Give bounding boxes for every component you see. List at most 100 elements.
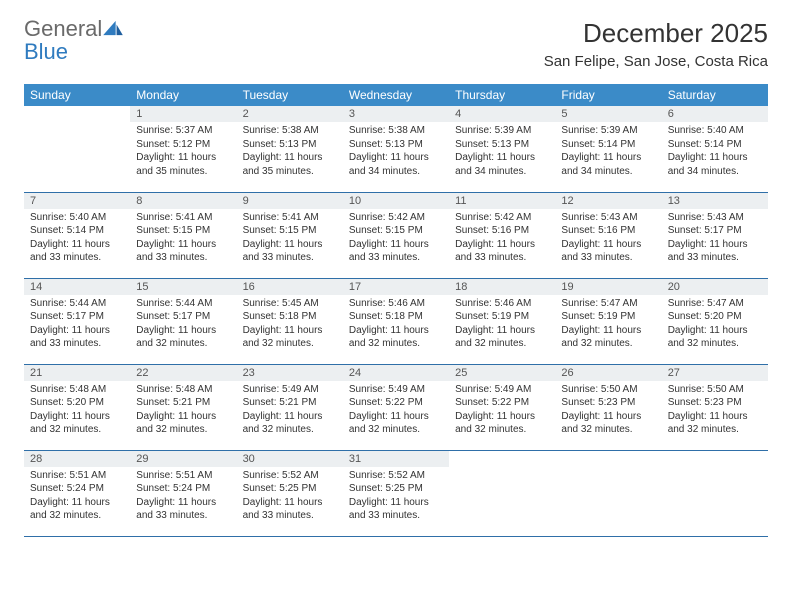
sunset-text: Sunset: 5:14 PM bbox=[668, 138, 762, 152]
daylight-text: Daylight: 11 hours and 33 minutes. bbox=[561, 238, 655, 265]
day-number: 24 bbox=[343, 365, 449, 381]
day-number: 16 bbox=[237, 279, 343, 295]
day-number: 4 bbox=[449, 106, 555, 122]
sunrise-text: Sunrise: 5:38 AM bbox=[243, 124, 337, 138]
sunset-text: Sunset: 5:24 PM bbox=[136, 482, 230, 496]
sunrise-text: Sunrise: 5:51 AM bbox=[136, 469, 230, 483]
sunrise-text: Sunrise: 5:42 AM bbox=[455, 211, 549, 225]
day-details: Sunrise: 5:39 AMSunset: 5:13 PMDaylight:… bbox=[449, 122, 555, 184]
sunrise-text: Sunrise: 5:43 AM bbox=[668, 211, 762, 225]
sunset-text: Sunset: 5:15 PM bbox=[349, 224, 443, 238]
sunrise-text: Sunrise: 5:47 AM bbox=[668, 297, 762, 311]
day-details: Sunrise: 5:50 AMSunset: 5:23 PMDaylight:… bbox=[555, 381, 661, 443]
calendar-day-cell: 2Sunrise: 5:38 AMSunset: 5:13 PMDaylight… bbox=[237, 106, 343, 192]
sunrise-text: Sunrise: 5:43 AM bbox=[561, 211, 655, 225]
weekday-header: Wednesday bbox=[343, 84, 449, 106]
day-number: 18 bbox=[449, 279, 555, 295]
sunrise-text: Sunrise: 5:50 AM bbox=[668, 383, 762, 397]
sunset-text: Sunset: 5:25 PM bbox=[349, 482, 443, 496]
sunrise-text: Sunrise: 5:48 AM bbox=[30, 383, 124, 397]
day-number: 8 bbox=[130, 193, 236, 209]
calendar-day-cell bbox=[449, 450, 555, 536]
sunrise-text: Sunrise: 5:44 AM bbox=[136, 297, 230, 311]
day-details: Sunrise: 5:45 AMSunset: 5:18 PMDaylight:… bbox=[237, 295, 343, 357]
sunrise-text: Sunrise: 5:39 AM bbox=[455, 124, 549, 138]
calendar-day-cell: 8Sunrise: 5:41 AMSunset: 5:15 PMDaylight… bbox=[130, 192, 236, 278]
weekday-header: Tuesday bbox=[237, 84, 343, 106]
weekday-header: Sunday bbox=[24, 84, 130, 106]
sunset-text: Sunset: 5:23 PM bbox=[668, 396, 762, 410]
calendar-day-cell: 22Sunrise: 5:48 AMSunset: 5:21 PMDayligh… bbox=[130, 364, 236, 450]
daylight-text: Daylight: 11 hours and 33 minutes. bbox=[349, 238, 443, 265]
day-details: Sunrise: 5:41 AMSunset: 5:15 PMDaylight:… bbox=[237, 209, 343, 271]
sunset-text: Sunset: 5:12 PM bbox=[136, 138, 230, 152]
day-number: 9 bbox=[237, 193, 343, 209]
sunrise-text: Sunrise: 5:49 AM bbox=[243, 383, 337, 397]
day-number: 1 bbox=[130, 106, 236, 122]
calendar-day-cell: 25Sunrise: 5:49 AMSunset: 5:22 PMDayligh… bbox=[449, 364, 555, 450]
day-details: Sunrise: 5:39 AMSunset: 5:14 PMDaylight:… bbox=[555, 122, 661, 184]
logo-word2: Blue bbox=[24, 39, 68, 64]
day-number: 7 bbox=[24, 193, 130, 209]
sunrise-text: Sunrise: 5:38 AM bbox=[349, 124, 443, 138]
day-details: Sunrise: 5:48 AMSunset: 5:20 PMDaylight:… bbox=[24, 381, 130, 443]
title-block: December 2025 San Felipe, San Jose, Cost… bbox=[544, 18, 768, 70]
day-number: 25 bbox=[449, 365, 555, 381]
sunset-text: Sunset: 5:22 PM bbox=[455, 396, 549, 410]
day-details: Sunrise: 5:40 AMSunset: 5:14 PMDaylight:… bbox=[662, 122, 768, 184]
day-number: 27 bbox=[662, 365, 768, 381]
sunset-text: Sunset: 5:17 PM bbox=[668, 224, 762, 238]
sunset-text: Sunset: 5:13 PM bbox=[349, 138, 443, 152]
day-number: 17 bbox=[343, 279, 449, 295]
daylight-text: Daylight: 11 hours and 33 minutes. bbox=[136, 496, 230, 523]
day-number: 19 bbox=[555, 279, 661, 295]
day-number: 29 bbox=[130, 451, 236, 467]
sunrise-text: Sunrise: 5:41 AM bbox=[243, 211, 337, 225]
calendar-day-cell: 14Sunrise: 5:44 AMSunset: 5:17 PMDayligh… bbox=[24, 278, 130, 364]
weekday-header: Monday bbox=[130, 84, 236, 106]
daylight-text: Daylight: 11 hours and 35 minutes. bbox=[243, 151, 337, 178]
daylight-text: Daylight: 11 hours and 33 minutes. bbox=[455, 238, 549, 265]
daylight-text: Daylight: 11 hours and 32 minutes. bbox=[455, 324, 549, 351]
daylight-text: Daylight: 11 hours and 34 minutes. bbox=[561, 151, 655, 178]
day-details: Sunrise: 5:41 AMSunset: 5:15 PMDaylight:… bbox=[130, 209, 236, 271]
page-header: General Blue December 2025 San Felipe, S… bbox=[24, 18, 768, 70]
calendar-week-row: 21Sunrise: 5:48 AMSunset: 5:20 PMDayligh… bbox=[24, 364, 768, 450]
daylight-text: Daylight: 11 hours and 32 minutes. bbox=[30, 496, 124, 523]
daylight-text: Daylight: 11 hours and 32 minutes. bbox=[243, 324, 337, 351]
logo: General Blue bbox=[24, 18, 124, 64]
calendar-day-cell: 20Sunrise: 5:47 AMSunset: 5:20 PMDayligh… bbox=[662, 278, 768, 364]
weekday-header: Thursday bbox=[449, 84, 555, 106]
day-number: 12 bbox=[555, 193, 661, 209]
calendar-header-row: SundayMondayTuesdayWednesdayThursdayFrid… bbox=[24, 84, 768, 106]
day-details: Sunrise: 5:49 AMSunset: 5:22 PMDaylight:… bbox=[449, 381, 555, 443]
sunset-text: Sunset: 5:25 PM bbox=[243, 482, 337, 496]
day-details: Sunrise: 5:52 AMSunset: 5:25 PMDaylight:… bbox=[343, 467, 449, 529]
month-title: December 2025 bbox=[544, 18, 768, 49]
day-number: 22 bbox=[130, 365, 236, 381]
calendar-day-cell: 23Sunrise: 5:49 AMSunset: 5:21 PMDayligh… bbox=[237, 364, 343, 450]
daylight-text: Daylight: 11 hours and 34 minutes. bbox=[455, 151, 549, 178]
sunset-text: Sunset: 5:14 PM bbox=[561, 138, 655, 152]
day-details: Sunrise: 5:40 AMSunset: 5:14 PMDaylight:… bbox=[24, 209, 130, 271]
sunset-text: Sunset: 5:13 PM bbox=[243, 138, 337, 152]
daylight-text: Daylight: 11 hours and 32 minutes. bbox=[136, 324, 230, 351]
day-details: Sunrise: 5:49 AMSunset: 5:22 PMDaylight:… bbox=[343, 381, 449, 443]
calendar-day-cell: 3Sunrise: 5:38 AMSunset: 5:13 PMDaylight… bbox=[343, 106, 449, 192]
day-number: 28 bbox=[24, 451, 130, 467]
calendar-day-cell: 12Sunrise: 5:43 AMSunset: 5:16 PMDayligh… bbox=[555, 192, 661, 278]
sunrise-text: Sunrise: 5:44 AM bbox=[30, 297, 124, 311]
daylight-text: Daylight: 11 hours and 33 minutes. bbox=[30, 238, 124, 265]
daylight-text: Daylight: 11 hours and 34 minutes. bbox=[349, 151, 443, 178]
sunrise-text: Sunrise: 5:49 AM bbox=[349, 383, 443, 397]
logo-sail-icon bbox=[102, 20, 124, 36]
sunrise-text: Sunrise: 5:50 AM bbox=[561, 383, 655, 397]
calendar-day-cell: 16Sunrise: 5:45 AMSunset: 5:18 PMDayligh… bbox=[237, 278, 343, 364]
logo-word1: General bbox=[24, 16, 102, 41]
sunset-text: Sunset: 5:22 PM bbox=[349, 396, 443, 410]
daylight-text: Daylight: 11 hours and 35 minutes. bbox=[136, 151, 230, 178]
sunset-text: Sunset: 5:15 PM bbox=[136, 224, 230, 238]
day-number: 30 bbox=[237, 451, 343, 467]
sunrise-text: Sunrise: 5:37 AM bbox=[136, 124, 230, 138]
day-details: Sunrise: 5:48 AMSunset: 5:21 PMDaylight:… bbox=[130, 381, 236, 443]
